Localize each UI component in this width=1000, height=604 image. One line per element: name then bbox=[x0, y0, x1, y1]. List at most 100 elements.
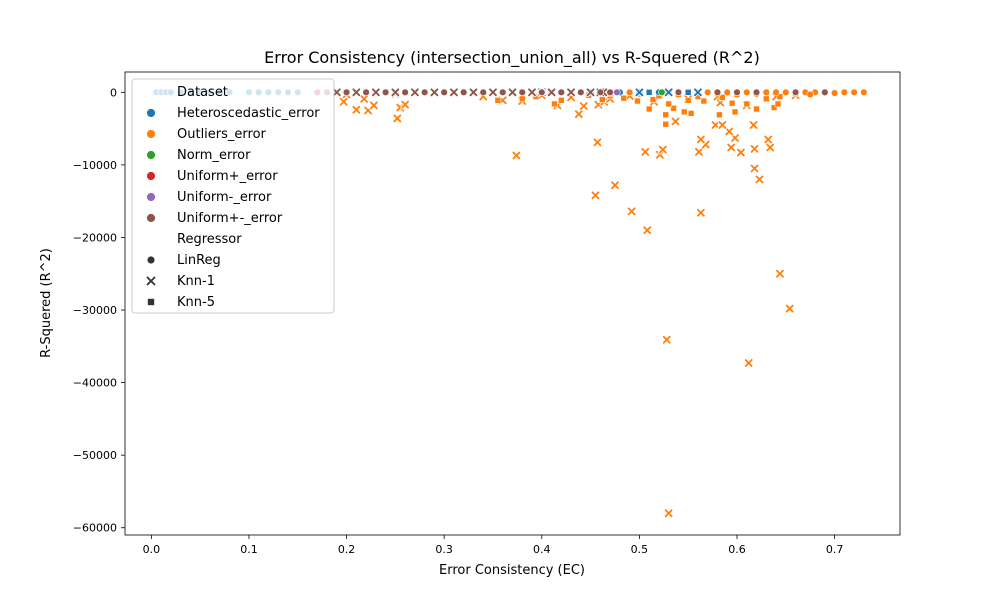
legend-label: Outliers_error bbox=[177, 127, 267, 142]
data-point bbox=[585, 87, 596, 98]
legend-label: Uniform+-_error bbox=[177, 211, 283, 226]
x-axis-label: Error Consistency (EC) bbox=[439, 563, 585, 578]
legend-label: Heteroscedastic_error bbox=[177, 106, 320, 121]
data-point bbox=[704, 88, 712, 97]
y-axis-label: R-Squered (R^2) bbox=[39, 248, 54, 358]
x-axis-ticks: 0.0 0.1 0.2 0.3 0.4 0.5 0.6 0.7 bbox=[143, 535, 844, 556]
data-point bbox=[371, 87, 381, 98]
data-point bbox=[684, 89, 692, 96]
series-uniform-error-linreg bbox=[613, 88, 621, 97]
legend-marker bbox=[146, 129, 156, 139]
data-point bbox=[577, 88, 585, 97]
legend-frame bbox=[131, 78, 335, 314]
data-point bbox=[713, 88, 722, 97]
data-point bbox=[840, 88, 849, 97]
data-point bbox=[613, 88, 621, 97]
data-point bbox=[723, 88, 731, 97]
data-point bbox=[733, 88, 741, 97]
data-point bbox=[754, 174, 765, 185]
data-point bbox=[598, 96, 606, 103]
data-point bbox=[449, 87, 459, 98]
data-point bbox=[716, 111, 723, 119]
data-point bbox=[546, 87, 557, 98]
data-point bbox=[663, 87, 674, 98]
y-tick-label: −50000 bbox=[73, 449, 117, 462]
legend-marker bbox=[146, 108, 156, 118]
data-point bbox=[775, 269, 785, 279]
data-point bbox=[596, 88, 605, 97]
data-point bbox=[527, 87, 537, 98]
data-point bbox=[620, 94, 628, 102]
legend-label: Norm_error bbox=[177, 148, 251, 163]
legend: Dataset Heteroscedastic_error Outliers_err… bbox=[131, 78, 335, 314]
data-point bbox=[749, 163, 760, 174]
data-point bbox=[743, 100, 751, 108]
data-point bbox=[765, 142, 775, 153]
data-point bbox=[776, 93, 784, 100]
data-point bbox=[763, 134, 773, 145]
data-point bbox=[684, 97, 692, 104]
legend-label: Knn-5 bbox=[177, 295, 215, 310]
chart-title: Error Consistency (intersection_union_al… bbox=[264, 48, 760, 68]
data-point bbox=[663, 508, 674, 518]
data-point bbox=[782, 88, 790, 97]
legend-label: Uniform+_error bbox=[177, 169, 278, 184]
data-point bbox=[338, 97, 349, 107]
legend-marker bbox=[146, 213, 156, 223]
data-point bbox=[590, 190, 601, 201]
data-point bbox=[640, 147, 650, 157]
data-point bbox=[558, 97, 565, 104]
x-tick-label: 0.7 bbox=[826, 543, 844, 556]
data-point bbox=[518, 88, 526, 97]
data-point bbox=[687, 110, 695, 117]
data-point bbox=[410, 87, 420, 98]
data-point bbox=[645, 105, 653, 113]
data-points bbox=[152, 87, 868, 518]
data-point bbox=[696, 134, 706, 145]
data-point bbox=[359, 94, 369, 104]
data-point bbox=[743, 88, 751, 97]
data-point bbox=[830, 89, 839, 97]
data-point bbox=[774, 100, 782, 108]
data-point bbox=[680, 108, 688, 116]
data-point bbox=[724, 126, 734, 137]
data-point bbox=[511, 150, 522, 161]
legend-title-dataset: Dataset bbox=[177, 85, 228, 100]
y-tick-label: −10000 bbox=[73, 159, 117, 172]
data-point bbox=[752, 88, 761, 97]
data-point bbox=[744, 358, 754, 368]
data-point bbox=[429, 87, 440, 98]
data-point bbox=[670, 104, 677, 112]
legend-marker bbox=[145, 275, 157, 287]
data-point bbox=[662, 335, 672, 345]
data-point bbox=[488, 87, 498, 98]
x-tick-label: 0.4 bbox=[533, 543, 551, 556]
x-tick-label: 0.1 bbox=[240, 543, 258, 556]
data-point bbox=[785, 303, 795, 314]
series-uniform-error-knn-1 bbox=[332, 87, 608, 98]
data-point bbox=[662, 111, 670, 119]
y-tick-label: −30000 bbox=[73, 304, 117, 317]
x-tick-label: 0.0 bbox=[143, 543, 161, 556]
data-point bbox=[736, 147, 746, 158]
data-point bbox=[634, 97, 641, 105]
data-point bbox=[670, 116, 681, 127]
data-point bbox=[806, 90, 814, 99]
data-point bbox=[649, 96, 657, 103]
legend-label: LinReg bbox=[177, 253, 221, 268]
data-point bbox=[369, 100, 379, 111]
legend-label: Uniform-_error bbox=[177, 190, 272, 205]
data-point bbox=[518, 95, 526, 103]
data-point bbox=[748, 120, 759, 130]
data-point bbox=[400, 99, 410, 110]
y-tick-label: −20000 bbox=[73, 231, 117, 244]
data-point bbox=[719, 94, 726, 101]
data-point bbox=[634, 87, 645, 98]
data-point bbox=[479, 88, 487, 97]
data-point bbox=[401, 88, 409, 97]
data-point bbox=[730, 133, 740, 143]
data-point bbox=[459, 88, 468, 97]
data-point bbox=[694, 147, 704, 157]
data-point bbox=[696, 208, 706, 218]
